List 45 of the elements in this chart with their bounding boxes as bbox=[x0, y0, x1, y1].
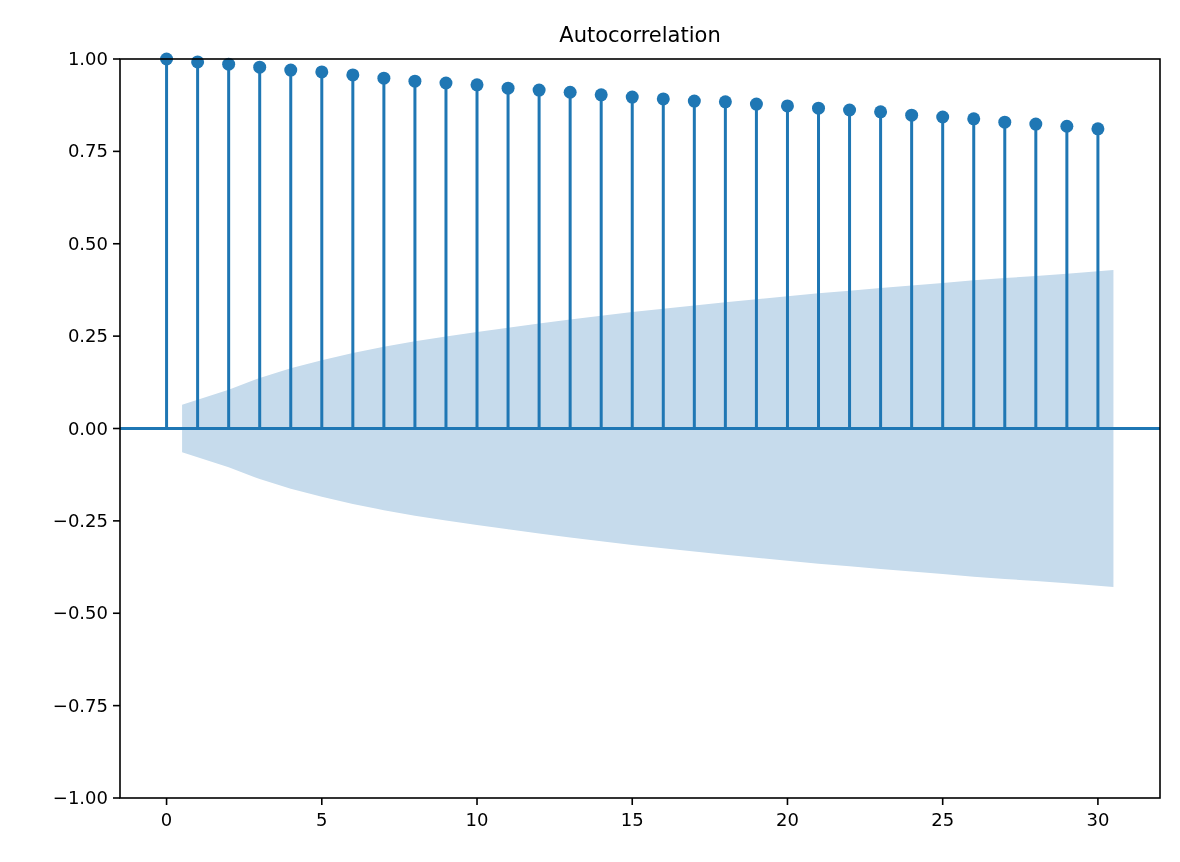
point bbox=[377, 71, 391, 85]
point bbox=[594, 88, 608, 102]
x-tick-label: 25 bbox=[931, 809, 955, 830]
point bbox=[284, 63, 298, 77]
point bbox=[1029, 117, 1043, 131]
x-tick-label: 10 bbox=[465, 809, 489, 830]
x-tick-label: 20 bbox=[776, 809, 799, 830]
point bbox=[346, 68, 360, 82]
point bbox=[656, 92, 670, 106]
point bbox=[812, 101, 826, 115]
y-tick-label: −0.75 bbox=[52, 694, 108, 716]
y-tick-label: −0.25 bbox=[52, 509, 108, 531]
point bbox=[718, 95, 732, 109]
point bbox=[501, 81, 515, 95]
y-tick-label: −0.50 bbox=[52, 602, 108, 624]
point bbox=[687, 94, 701, 108]
point bbox=[780, 99, 794, 113]
x-tick-label: 5 bbox=[316, 809, 328, 830]
point bbox=[315, 65, 329, 79]
point bbox=[874, 105, 888, 119]
y-tick-label: −1.00 bbox=[52, 787, 108, 808]
point bbox=[998, 115, 1012, 129]
point bbox=[843, 103, 857, 117]
point bbox=[470, 78, 484, 92]
y-tick-label: 1.00 bbox=[67, 48, 108, 69]
x-tick-label: 30 bbox=[1086, 809, 1110, 830]
y-tick-label: 0.00 bbox=[67, 417, 108, 439]
y-tick-label: 0.50 bbox=[67, 232, 108, 254]
point bbox=[967, 112, 981, 126]
x-tick-label: 0 bbox=[160, 809, 173, 830]
point bbox=[532, 83, 546, 97]
point bbox=[625, 90, 639, 104]
point bbox=[936, 110, 950, 124]
point bbox=[749, 97, 763, 111]
point bbox=[408, 74, 422, 88]
chart-title: Autocorrelation bbox=[559, 23, 721, 47]
point bbox=[253, 60, 267, 74]
point bbox=[1060, 119, 1074, 133]
x-tick-label: 15 bbox=[620, 809, 644, 830]
point bbox=[1091, 122, 1105, 136]
point bbox=[563, 85, 577, 99]
y-tick-label: 0.25 bbox=[67, 325, 108, 347]
point bbox=[905, 108, 919, 122]
y-tick-label: 0.75 bbox=[67, 140, 108, 162]
point bbox=[439, 76, 453, 90]
